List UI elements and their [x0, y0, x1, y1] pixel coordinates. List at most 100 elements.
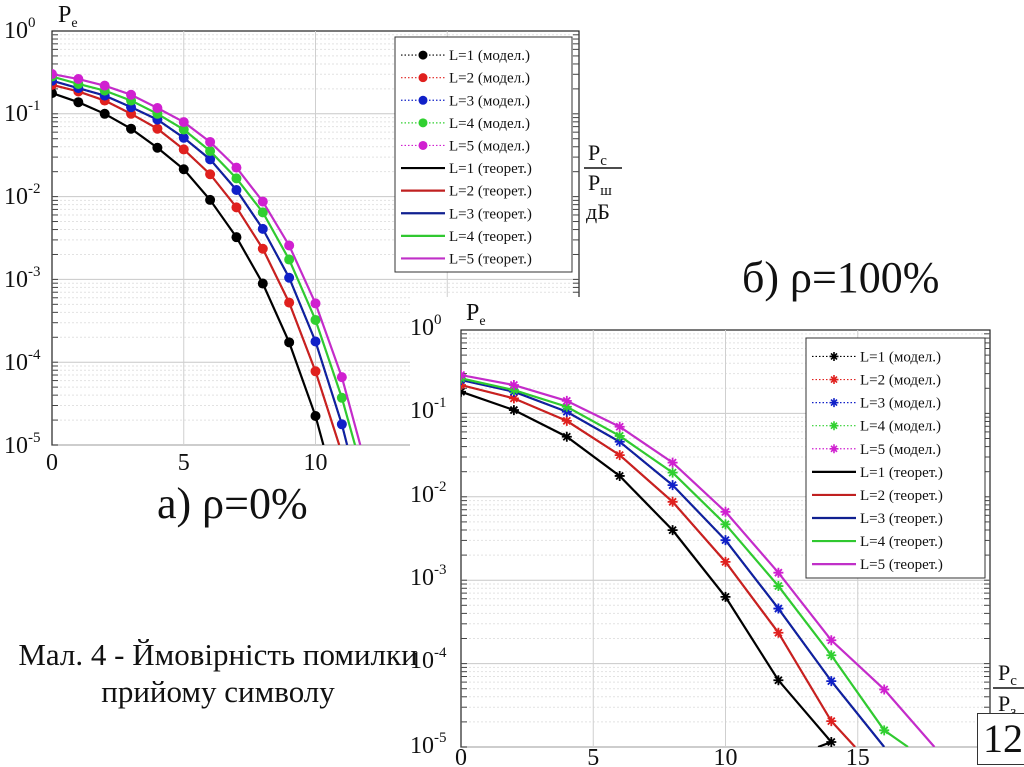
data-point — [561, 401, 572, 412]
legend-a: L=1 (модел.) L=2 (модел.) L=3 (модел.) L=4 … — [394, 36, 573, 273]
y-tick-label: 10-2 — [410, 479, 447, 508]
legend-label: L=3 (теорет.) — [860, 511, 943, 527]
panel-b-label: б) ρ=100% — [742, 253, 940, 302]
legend-entry: L=3 (теорет.) — [812, 511, 943, 527]
data-point — [99, 80, 110, 91]
data-point — [152, 142, 163, 153]
data-point — [720, 519, 731, 530]
data-point — [178, 124, 189, 135]
legend-entry: L=3 (теорет.) — [401, 206, 532, 222]
legend-entry: L=4 (модел.) — [812, 419, 941, 435]
legend-marker — [418, 73, 428, 83]
series-lines-b — [461, 370, 936, 747]
legend-entry: L=2 (модел.) — [812, 373, 941, 389]
legend-entry: L=1 (модел.) — [401, 48, 530, 64]
data-point — [310, 314, 321, 325]
legend-label: L=1 (теорет.) — [860, 465, 943, 481]
model-line-l5 — [461, 374, 935, 747]
legend-label: L=2 (теорет.) — [860, 488, 943, 504]
legend-entry: L=4 (теорет.) — [812, 534, 943, 550]
legend-label: L=5 (модел.) — [449, 138, 530, 154]
data-point — [310, 298, 321, 309]
data-point — [310, 411, 321, 422]
data-point — [879, 684, 890, 695]
legend-marker — [418, 50, 428, 60]
data-point — [561, 415, 572, 426]
data-point — [231, 232, 242, 243]
legend-label: L=5 (модел.) — [860, 442, 941, 458]
data-point — [205, 169, 216, 180]
tick-labels-a: 0 5 10 100 10-1 10-2 10-3 10-4 10-5 — [4, 15, 328, 476]
x-label-denominator-a: Pш — [588, 170, 612, 199]
legend-marker — [829, 375, 839, 385]
data-point — [826, 716, 837, 727]
data-point — [310, 336, 321, 347]
data-point — [257, 196, 268, 207]
x-label-denominator-b: Pз — [998, 691, 1016, 720]
data-point — [667, 457, 678, 468]
data-point — [178, 164, 189, 175]
data-point — [336, 372, 347, 383]
legend-label: L=2 (теорет.) — [449, 184, 532, 200]
data-point — [284, 297, 295, 308]
data-point — [561, 395, 572, 406]
data-point — [336, 392, 347, 403]
legend-label: L=2 (модел.) — [860, 373, 941, 389]
data-point — [667, 525, 678, 536]
legend-entry: L=1 (теорет.) — [401, 161, 532, 177]
data-point — [561, 431, 572, 442]
data-point — [99, 108, 110, 119]
data-point — [614, 421, 625, 432]
series-lines-a — [52, 69, 362, 445]
data-point — [614, 430, 625, 441]
legend-label: L=3 (модел.) — [860, 396, 941, 412]
data-point — [52, 69, 57, 80]
y-tick-label: 10-3 — [410, 562, 447, 591]
slide-number: 12 — [977, 713, 1024, 765]
legend-label: L=3 (теорет.) — [449, 206, 532, 222]
data-point — [205, 194, 216, 205]
data-point — [73, 97, 84, 108]
legend-label: L=5 (теорет.) — [860, 557, 943, 573]
legend-entry: L=4 (модел.) — [401, 116, 530, 132]
data-point — [508, 380, 519, 391]
data-point — [773, 581, 784, 592]
data-point — [614, 470, 625, 481]
legend-label: L=1 (теорет.) — [449, 161, 532, 177]
data-point — [284, 337, 295, 348]
x-label-unit-a: дБ — [586, 199, 610, 224]
legend-entry: L=5 (модел.) — [812, 442, 941, 458]
data-point — [178, 117, 189, 128]
legend-entry: L=2 (модел.) — [401, 71, 530, 87]
legend-entry: L=2 (теорет.) — [812, 488, 943, 504]
y-tick-label: 10-3 — [4, 264, 41, 293]
legend-label: L=4 (модел.) — [860, 419, 941, 435]
legend-entry: L=1 (теорет.) — [812, 465, 943, 481]
x-tick-label: 0 — [46, 450, 58, 476]
legend-marker — [418, 95, 428, 105]
y-axis-label-a: Pe — [58, 2, 78, 31]
data-point — [231, 173, 242, 184]
x-axis-label-a: Pc Pш дБ — [584, 140, 622, 224]
data-point — [73, 74, 84, 85]
data-point — [126, 123, 137, 134]
x-tick-label: 10 — [714, 745, 738, 767]
model-line-l3 — [461, 379, 885, 747]
legend-label: L=1 (модел.) — [449, 48, 530, 64]
y-tick-label: 10-4 — [410, 645, 447, 674]
data-point — [205, 136, 216, 147]
legend-entry: L=5 (теорет.) — [812, 557, 943, 573]
legend-label: L=3 (модел.) — [449, 93, 530, 109]
panel-a-label: а) ρ=0% — [157, 479, 308, 528]
data-point — [773, 627, 784, 638]
x-tick-label: 15 — [846, 745, 870, 767]
data-point — [826, 676, 837, 687]
chart-panel-b: 0510152010010-110-210-310-410-5 Pe Pc Pз… — [410, 297, 1024, 767]
data-point — [508, 393, 519, 404]
data-point — [508, 405, 519, 416]
data-point — [257, 243, 268, 254]
data-point — [284, 272, 295, 283]
data-point — [667, 480, 678, 491]
figure-caption: Мал. 4 - Ймовірність помилки прийому сим… — [18, 637, 418, 709]
